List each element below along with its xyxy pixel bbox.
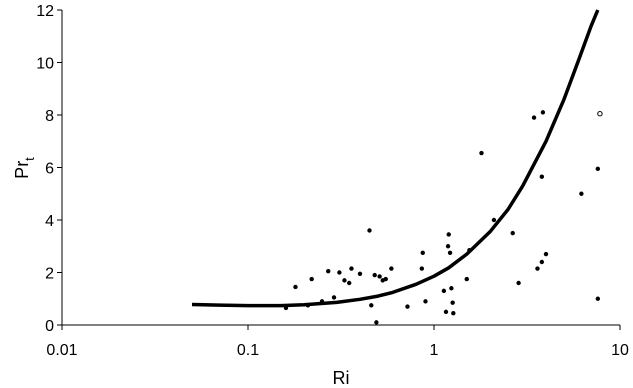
y-tick-label: 8 <box>45 108 54 125</box>
x-tick-label: 0.1 <box>237 342 259 359</box>
data-point <box>374 320 378 324</box>
data-point <box>444 310 448 314</box>
y-axis-title: Prt <box>12 157 37 179</box>
data-point <box>540 260 544 264</box>
data-point <box>596 167 600 171</box>
plot-marks <box>192 10 602 325</box>
data-point <box>447 232 451 236</box>
data-point <box>442 289 446 293</box>
data-point <box>421 251 425 255</box>
data-point <box>541 110 545 114</box>
y-tick-label: 0 <box>45 318 54 335</box>
y-tick-label: 2 <box>45 266 54 283</box>
y-axis-title-subscript: t <box>22 157 37 161</box>
data-point <box>389 266 393 270</box>
data-point <box>373 273 377 277</box>
data-point <box>448 251 452 255</box>
data-point <box>532 115 536 119</box>
x-tick-label: 1 <box>430 342 439 359</box>
x-tick-label: 10 <box>611 342 629 359</box>
data-point <box>405 304 409 308</box>
data-point <box>535 266 539 270</box>
fit-curve-line <box>192 10 598 306</box>
data-point <box>544 252 548 256</box>
data-point <box>358 272 362 276</box>
data-point <box>347 281 351 285</box>
axes <box>62 10 620 325</box>
data-point <box>511 231 515 235</box>
x-ticks: 0.01 0.1 1 10 <box>46 325 629 359</box>
data-point <box>384 277 388 281</box>
y-tick-label: 12 <box>36 3 54 20</box>
data-point <box>596 297 600 301</box>
data-point <box>293 285 297 289</box>
data-point <box>377 274 381 278</box>
data-point <box>446 244 450 248</box>
data-point <box>451 311 455 315</box>
data-point <box>423 299 427 303</box>
data-point <box>332 295 336 299</box>
data-point <box>309 277 313 281</box>
data-point <box>540 174 544 178</box>
data-point <box>479 151 483 155</box>
data-point <box>449 286 453 290</box>
data-point <box>516 281 520 285</box>
x-axis-title: Ri <box>333 368 350 388</box>
y-tick-label: 10 <box>36 56 54 73</box>
y-ticks: 0 2 4 6 8 10 12 <box>36 3 62 335</box>
data-point <box>450 300 454 304</box>
data-point <box>579 192 583 196</box>
y-axis-title-main: Pr <box>12 161 32 179</box>
data-point <box>342 278 346 282</box>
data-point <box>337 270 341 274</box>
data-point <box>420 266 424 270</box>
data-point <box>326 269 330 273</box>
data-point <box>465 277 469 281</box>
data-point <box>367 228 371 232</box>
data-point <box>369 303 373 307</box>
y-tick-label: 4 <box>45 213 54 230</box>
y-tick-label: 6 <box>45 161 54 178</box>
x-tick-label: 0.01 <box>46 342 77 359</box>
data-point-open <box>598 111 602 115</box>
data-point <box>492 218 496 222</box>
data-point <box>349 266 353 270</box>
